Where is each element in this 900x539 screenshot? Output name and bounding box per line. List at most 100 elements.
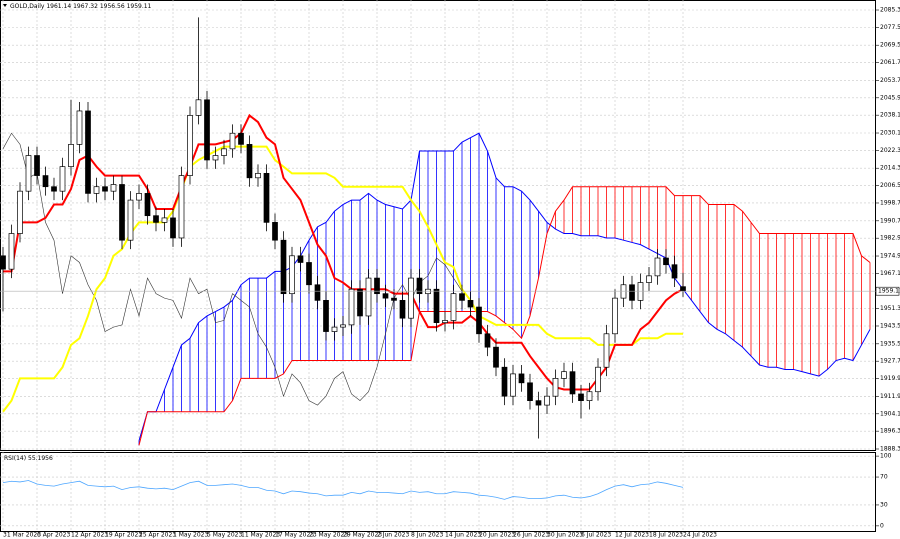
candle-body bbox=[187, 115, 193, 176]
candle-body bbox=[569, 371, 576, 395]
y-tick-label: 30 bbox=[880, 501, 888, 508]
candle-body bbox=[510, 373, 516, 397]
y-tick-label: 2061.70 bbox=[880, 59, 900, 66]
candle-body bbox=[119, 184, 125, 241]
menu-arrow bbox=[3, 4, 7, 7]
candle-body bbox=[178, 175, 185, 239]
chart-header: GOLD,Daily 1961.14 1967.32 1956.56 1959.… bbox=[10, 3, 152, 10]
x-tick-label: 29 May 2023 bbox=[343, 532, 382, 539]
candle-body bbox=[467, 300, 474, 308]
candle-body bbox=[340, 324, 346, 328]
candle-body bbox=[280, 239, 287, 295]
candle-body bbox=[544, 395, 550, 406]
y-tick-label: 2077.50 bbox=[880, 24, 900, 31]
candle-body bbox=[595, 366, 601, 393]
rsi-value: 55.1956 bbox=[28, 455, 53, 462]
x-tick-label: 19 Apr 2023 bbox=[105, 532, 142, 539]
y-tick-label: 2022.30 bbox=[880, 147, 900, 154]
x-tick-label: 12 Apr 2023 bbox=[71, 532, 108, 539]
x-tick-label: 17 May 2023 bbox=[275, 532, 314, 539]
candle-body bbox=[476, 306, 482, 335]
candle-body bbox=[518, 373, 525, 384]
candle-body bbox=[8, 233, 15, 270]
high-value: 1967.32 bbox=[73, 3, 98, 10]
candle-body bbox=[102, 186, 108, 192]
candle-body bbox=[654, 257, 661, 277]
candle-body bbox=[204, 99, 210, 161]
candle-body bbox=[144, 193, 151, 217]
y-tick-label: 1982.90 bbox=[880, 235, 900, 242]
x-tick-label: 11 May 2023 bbox=[241, 532, 280, 539]
y-tick-label: 1990.70 bbox=[880, 217, 900, 224]
rsi-line bbox=[2, 480, 684, 500]
chikou-line bbox=[2, 132, 463, 406]
candle-body bbox=[399, 300, 406, 319]
candle-body bbox=[365, 277, 372, 317]
candle-body bbox=[459, 293, 465, 301]
candle-body bbox=[612, 297, 618, 335]
candle-body bbox=[25, 155, 32, 192]
candle-body bbox=[76, 110, 83, 145]
candle-body bbox=[127, 199, 134, 241]
candle-body bbox=[323, 300, 329, 332]
y-tick-label: 2030.10 bbox=[880, 130, 900, 137]
candle-body bbox=[561, 371, 567, 379]
y-tick-label: 1919.90 bbox=[880, 375, 900, 382]
candle-body bbox=[331, 326, 338, 332]
candle-body bbox=[110, 184, 117, 192]
candle-body bbox=[433, 288, 440, 323]
x-tick-label: 1 May 2023 bbox=[173, 532, 208, 539]
y-tick-label: 1888.30 bbox=[880, 445, 900, 452]
candle-body bbox=[408, 277, 414, 319]
symbol: GOLD,Daily bbox=[10, 3, 45, 10]
kijun-line bbox=[2, 145, 683, 413]
candle-body bbox=[59, 166, 66, 192]
candle-body bbox=[314, 284, 321, 301]
candle-body bbox=[450, 293, 457, 321]
candle-body bbox=[85, 110, 91, 194]
candle-body bbox=[484, 333, 491, 348]
main-panel bbox=[0, 0, 876, 451]
y-tick-label: 1943.50 bbox=[880, 322, 900, 329]
candle-body bbox=[153, 215, 159, 223]
candle-body bbox=[629, 284, 635, 301]
labels: 2085.30 2077.50 2069.50 2061.70 2053.70 2045.… bbox=[0, 7, 900, 539]
y-tick-label: 1951.30 bbox=[880, 305, 900, 312]
y-tick-label: 1904.10 bbox=[880, 410, 900, 417]
x-tick-label: 23 May 2023 bbox=[309, 532, 348, 539]
candle-body bbox=[0, 255, 6, 270]
y-tick-label: 2069.50 bbox=[880, 42, 900, 49]
candle-body bbox=[42, 175, 49, 188]
x-tick-label: 8 Jun 2023 bbox=[411, 532, 443, 539]
rsi-header: RSI(14) 55.1956 bbox=[4, 455, 53, 462]
span-b-line bbox=[138, 186, 871, 446]
candle-body bbox=[663, 257, 669, 266]
candle-body bbox=[297, 255, 304, 263]
x-tick-label: 18 Jul 2023 bbox=[649, 532, 683, 539]
candle-body bbox=[34, 155, 40, 176]
y-tick-label: 1927.70 bbox=[880, 358, 900, 365]
candle-body bbox=[357, 288, 363, 317]
x-tick-label: 30 Jun 2023 bbox=[547, 532, 583, 539]
candle-body bbox=[586, 391, 593, 401]
candle-body bbox=[671, 264, 678, 279]
rsi-title: RSI(14) bbox=[4, 455, 26, 462]
y-tick-label: 100 bbox=[880, 453, 892, 460]
candle-body bbox=[255, 172, 261, 179]
candle-body bbox=[17, 190, 23, 234]
candle-body bbox=[229, 132, 236, 150]
x-tick-label: 20 Jun 2023 bbox=[479, 532, 515, 539]
y-tick-label: 1998.70 bbox=[880, 199, 900, 206]
candle-body bbox=[221, 148, 227, 156]
candle-body bbox=[603, 333, 610, 368]
y-tick-label: 2085.30 bbox=[880, 7, 900, 14]
x-tick-label: 14 Jun 2023 bbox=[445, 532, 481, 539]
candle-body bbox=[246, 144, 253, 179]
open-value: 1961.14 bbox=[46, 3, 71, 10]
x-tick-label: 25 Apr 2023 bbox=[139, 532, 176, 539]
close-value: 1959.11 bbox=[127, 3, 152, 10]
candle-body bbox=[93, 186, 100, 194]
y-tick-label: 2006.50 bbox=[880, 182, 900, 189]
candle-body bbox=[51, 186, 57, 192]
